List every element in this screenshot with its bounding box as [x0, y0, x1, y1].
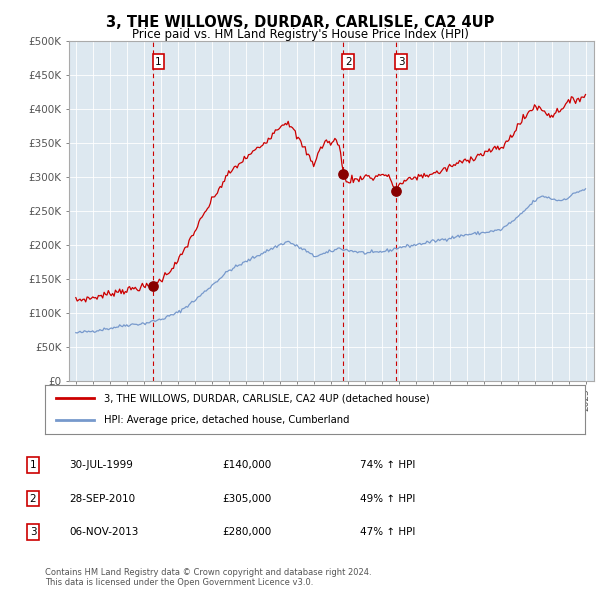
Text: 74% ↑ HPI: 74% ↑ HPI — [360, 460, 415, 470]
Text: Price paid vs. HM Land Registry's House Price Index (HPI): Price paid vs. HM Land Registry's House … — [131, 28, 469, 41]
Text: 1: 1 — [29, 460, 37, 470]
Text: £305,000: £305,000 — [222, 494, 271, 503]
Text: 2: 2 — [345, 57, 352, 67]
Text: 3, THE WILLOWS, DURDAR, CARLISLE, CA2 4UP: 3, THE WILLOWS, DURDAR, CARLISLE, CA2 4U… — [106, 15, 494, 30]
Text: 3: 3 — [29, 527, 37, 537]
Text: 06-NOV-2013: 06-NOV-2013 — [69, 527, 139, 537]
Text: 28-SEP-2010: 28-SEP-2010 — [69, 494, 135, 503]
Text: 47% ↑ HPI: 47% ↑ HPI — [360, 527, 415, 537]
Text: 1: 1 — [155, 57, 162, 67]
Point — [149, 281, 158, 290]
Text: HPI: Average price, detached house, Cumberland: HPI: Average price, detached house, Cumb… — [104, 415, 350, 425]
Text: £280,000: £280,000 — [222, 527, 271, 537]
Text: 30-JUL-1999: 30-JUL-1999 — [69, 460, 133, 470]
Text: 2: 2 — [29, 494, 37, 503]
Text: 49% ↑ HPI: 49% ↑ HPI — [360, 494, 415, 503]
Point — [338, 169, 348, 178]
Text: 3: 3 — [398, 57, 404, 67]
Text: 3, THE WILLOWS, DURDAR, CARLISLE, CA2 4UP (detached house): 3, THE WILLOWS, DURDAR, CARLISLE, CA2 4U… — [104, 394, 430, 404]
Text: £140,000: £140,000 — [222, 460, 271, 470]
Text: Contains HM Land Registry data © Crown copyright and database right 2024.
This d: Contains HM Land Registry data © Crown c… — [45, 568, 371, 587]
Point — [391, 186, 401, 195]
